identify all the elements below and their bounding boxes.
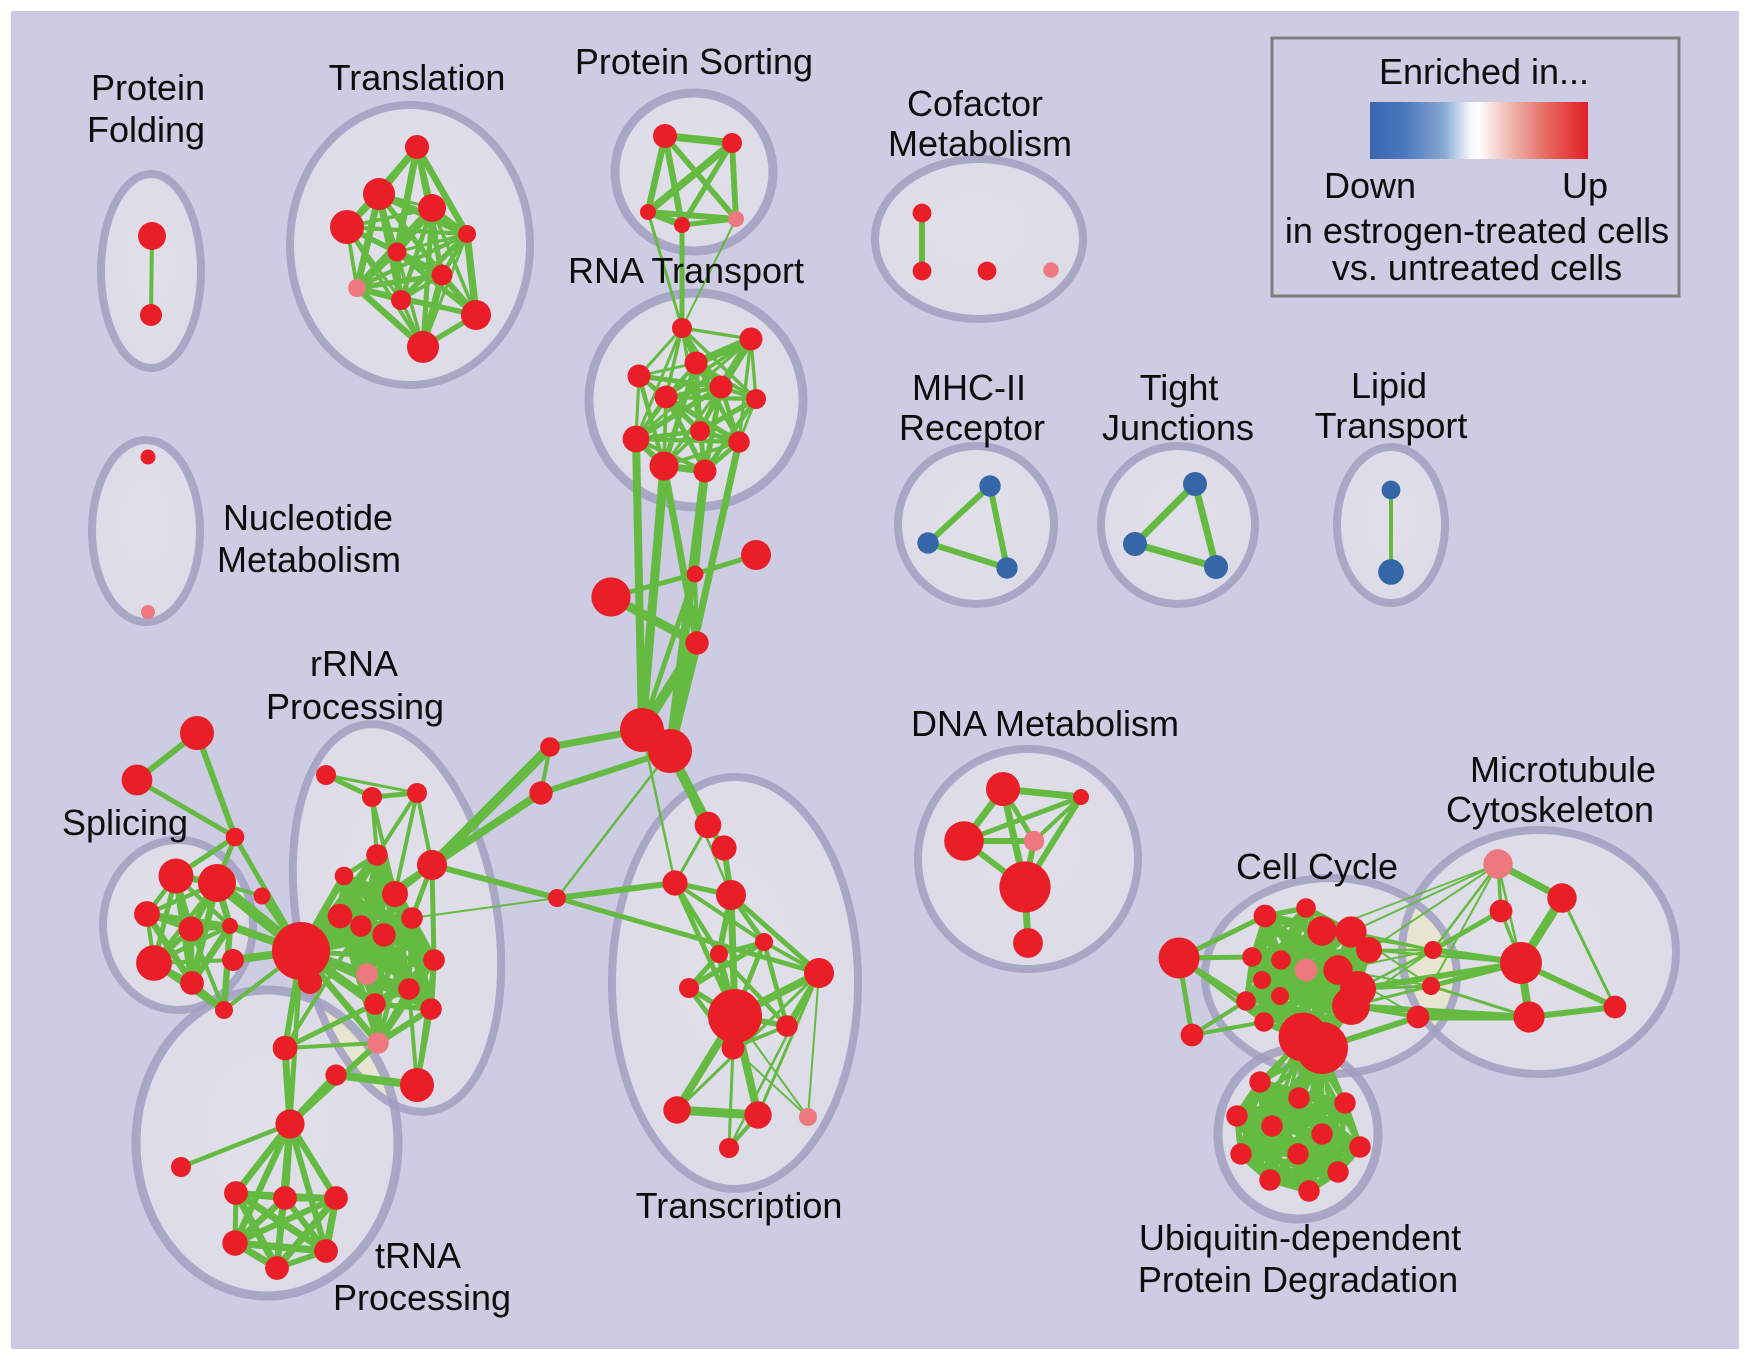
svg-text:Protein: Protein xyxy=(91,67,205,108)
svg-text:Translation: Translation xyxy=(329,57,506,98)
svg-text:Microtubule: Microtubule xyxy=(1470,749,1656,790)
svg-text:Metabolism: Metabolism xyxy=(888,123,1072,164)
svg-text:Splicing: Splicing xyxy=(62,802,188,843)
svg-text:Processing: Processing xyxy=(333,1277,511,1318)
svg-text:Nucleotide: Nucleotide xyxy=(223,497,393,538)
svg-text:Lipid: Lipid xyxy=(1351,365,1427,406)
svg-text:Junctions: Junctions xyxy=(1102,407,1254,448)
svg-text:Ubiquitin-dependent: Ubiquitin-dependent xyxy=(1139,1217,1461,1258)
svg-text:Down: Down xyxy=(1324,165,1416,206)
svg-text:vs. untreated cells: vs. untreated cells xyxy=(1332,247,1622,288)
svg-text:Protein Degradation: Protein Degradation xyxy=(1138,1259,1458,1300)
svg-text:Tight: Tight xyxy=(1140,367,1219,408)
svg-text:Up: Up xyxy=(1562,165,1608,206)
svg-text:Protein Sorting: Protein Sorting xyxy=(575,41,813,82)
svg-text:Enriched in...: Enriched in... xyxy=(1379,51,1589,92)
svg-text:Receptor: Receptor xyxy=(899,407,1045,448)
svg-text:Processing: Processing xyxy=(266,686,444,727)
svg-text:Metabolism: Metabolism xyxy=(217,539,401,580)
svg-text:tRNA: tRNA xyxy=(375,1235,461,1276)
svg-text:RNA Transport: RNA Transport xyxy=(568,250,804,291)
svg-text:Cell Cycle: Cell Cycle xyxy=(1236,846,1398,887)
svg-text:in estrogen-treated cells: in estrogen-treated cells xyxy=(1285,210,1669,251)
svg-text:DNA Metabolism: DNA Metabolism xyxy=(911,703,1179,744)
svg-text:rRNA: rRNA xyxy=(310,643,398,684)
svg-text:Cytoskeleton: Cytoskeleton xyxy=(1446,789,1654,830)
svg-text:Transport: Transport xyxy=(1315,405,1468,446)
svg-text:Transcription: Transcription xyxy=(636,1185,843,1226)
svg-text:MHC-II: MHC-II xyxy=(912,367,1026,408)
svg-text:Cofactor: Cofactor xyxy=(907,83,1043,124)
svg-text:Folding: Folding xyxy=(87,109,205,150)
